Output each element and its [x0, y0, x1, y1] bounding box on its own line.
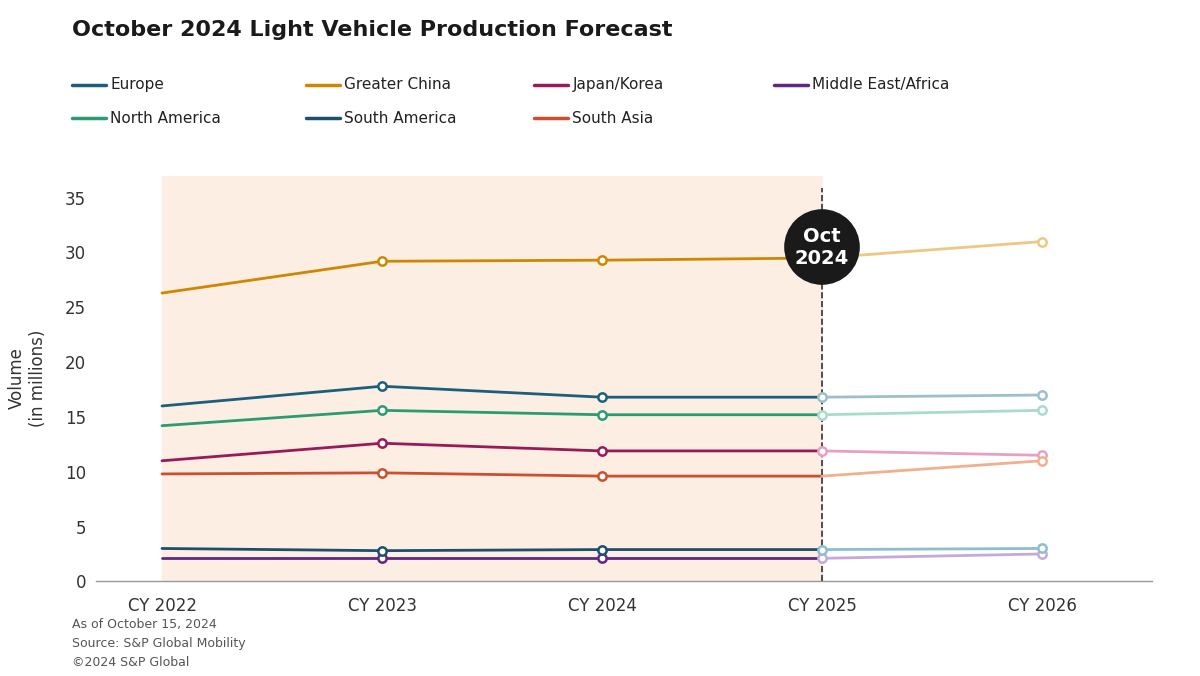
Text: October 2024 Light Vehicle Production Forecast: October 2024 Light Vehicle Production Fo…	[72, 20, 672, 41]
Text: South Asia: South Asia	[572, 111, 654, 126]
Text: Japan/Korea: Japan/Korea	[572, 77, 664, 92]
Text: North America: North America	[110, 111, 221, 126]
Text: Europe: Europe	[110, 77, 164, 92]
Text: Greater China: Greater China	[344, 77, 451, 92]
Text: South America: South America	[344, 111, 457, 126]
Text: Middle East/Africa: Middle East/Africa	[812, 77, 949, 92]
Text: Oct
2024: Oct 2024	[794, 226, 850, 268]
Text: As of October 15, 2024
Source: S&P Global Mobility
©2024 S&P Global: As of October 15, 2024 Source: S&P Globa…	[72, 619, 246, 669]
Text: Volume
(in millions): Volume (in millions)	[8, 330, 47, 427]
